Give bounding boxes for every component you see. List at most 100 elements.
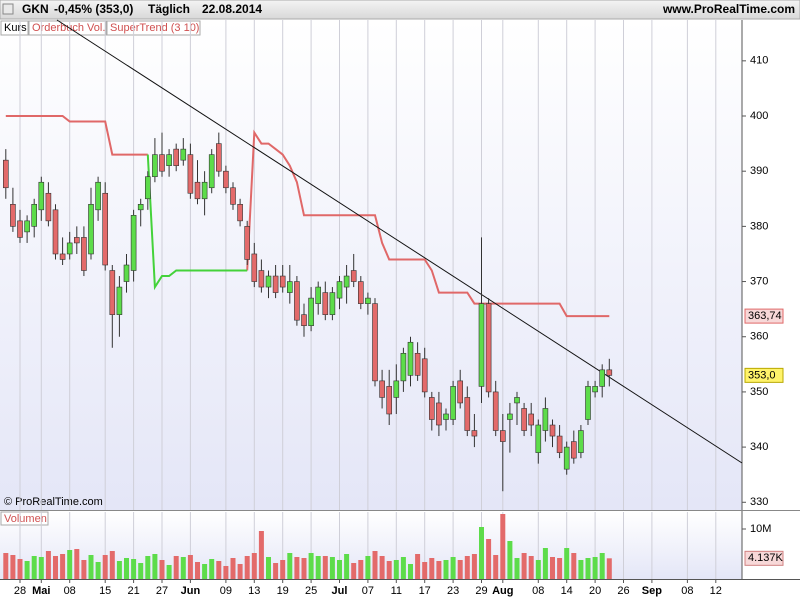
volume-bar [216, 561, 222, 579]
volume-bar [486, 539, 492, 579]
candle-body [499, 430, 506, 442]
volume-bar [138, 563, 144, 579]
price-pane [0, 20, 742, 510]
value-marker [744, 550, 784, 566]
volume-bar [3, 553, 9, 579]
volume-bar [500, 514, 506, 579]
candle-body [329, 292, 336, 315]
volume-bar [81, 560, 87, 579]
candle-body [294, 281, 300, 321]
legend-box[interactable] [106, 20, 201, 36]
volume-bar [294, 557, 300, 579]
supertrend-line [146, 154, 248, 291]
x-tick-label: 23 [447, 585, 459, 597]
candle-body [10, 204, 16, 227]
x-tick-label: 26 [617, 585, 629, 597]
volume-bar [17, 559, 23, 579]
volume-bar [202, 564, 208, 579]
legend-box[interactable] [28, 20, 107, 36]
volume-bar [514, 558, 520, 579]
volume-bar [244, 556, 250, 579]
candle-body [123, 264, 130, 282]
volume-bar [116, 561, 122, 579]
candle-body [52, 209, 59, 255]
candle-body [400, 352, 407, 382]
x-tick-label: 08 [532, 585, 544, 597]
candle-body [322, 292, 329, 315]
volume-bar [493, 555, 499, 579]
candle-body [95, 181, 101, 211]
volume-bar [606, 558, 612, 579]
candle-body [308, 297, 314, 326]
candle-body [265, 275, 272, 288]
volume-bar [585, 558, 591, 579]
volume-bar [273, 563, 279, 579]
change: -0,45% (353,0) [54, 2, 133, 16]
candle-body [585, 386, 591, 420]
candle-body [606, 369, 613, 376]
candle-body [365, 297, 371, 304]
candle-body [194, 181, 201, 200]
y-tick-label: 370 [750, 275, 768, 287]
candle-body [244, 226, 250, 260]
volume-bar [10, 555, 16, 579]
candle-body [116, 286, 123, 315]
volume-bar [422, 562, 428, 579]
candle-body [187, 154, 194, 194]
y-tick-label: 330 [750, 496, 768, 508]
candle-body [514, 397, 520, 404]
volume-bar [166, 565, 172, 579]
candle-body [407, 341, 414, 376]
volume-bar [173, 556, 179, 579]
candle-body [421, 358, 428, 393]
x-tick-label: 28 [14, 585, 26, 597]
copyright: © ProRealTime.com [4, 496, 103, 508]
volume-bar [379, 556, 385, 579]
candle-body [357, 281, 364, 304]
volume-bar [88, 555, 94, 579]
candle-body [223, 170, 229, 189]
volume-bar [528, 556, 534, 579]
header-bar [0, 0, 800, 20]
value-marker-label: 4.137K [748, 552, 784, 564]
candle-body [59, 253, 66, 260]
trend-line [56, 19, 743, 464]
volume-bar [571, 553, 577, 579]
volume-bar [195, 562, 200, 579]
volume-bar [436, 561, 442, 579]
x-tick-label: 19 [277, 585, 289, 597]
x-tick-label: Jul [332, 585, 348, 597]
candle-body [130, 215, 137, 271]
candle-body [592, 386, 598, 393]
volume-bar [109, 551, 115, 579]
candle-body [74, 237, 80, 244]
candle-body [414, 352, 421, 376]
volume-bar [280, 560, 286, 579]
symbol-icon[interactable] [2, 3, 14, 15]
candle-body [428, 397, 435, 420]
x-tick-label: 21 [127, 585, 139, 597]
y-tick-label: 350 [750, 386, 768, 398]
x-tick-label: 14 [561, 585, 573, 597]
candle-body [457, 380, 464, 404]
candle-body [343, 275, 350, 288]
volume-bar [542, 548, 548, 579]
candle-body [45, 192, 52, 222]
legend-item: Kurs [4, 22, 27, 34]
value-marker [744, 367, 784, 383]
legend-box[interactable] [0, 20, 29, 36]
volume-bar [60, 554, 66, 579]
volume-bar [415, 554, 421, 579]
candle-body [563, 446, 570, 470]
candle-body [436, 402, 442, 426]
volume-bar [400, 557, 406, 579]
candle-body [88, 204, 94, 255]
candle-body [556, 435, 563, 453]
volume-bar [53, 556, 58, 579]
volume-title-box[interactable] [0, 511, 49, 526]
volume-bar [443, 560, 449, 579]
candle-body [173, 148, 179, 166]
volume-bar [223, 566, 229, 579]
candle-body [38, 181, 45, 211]
